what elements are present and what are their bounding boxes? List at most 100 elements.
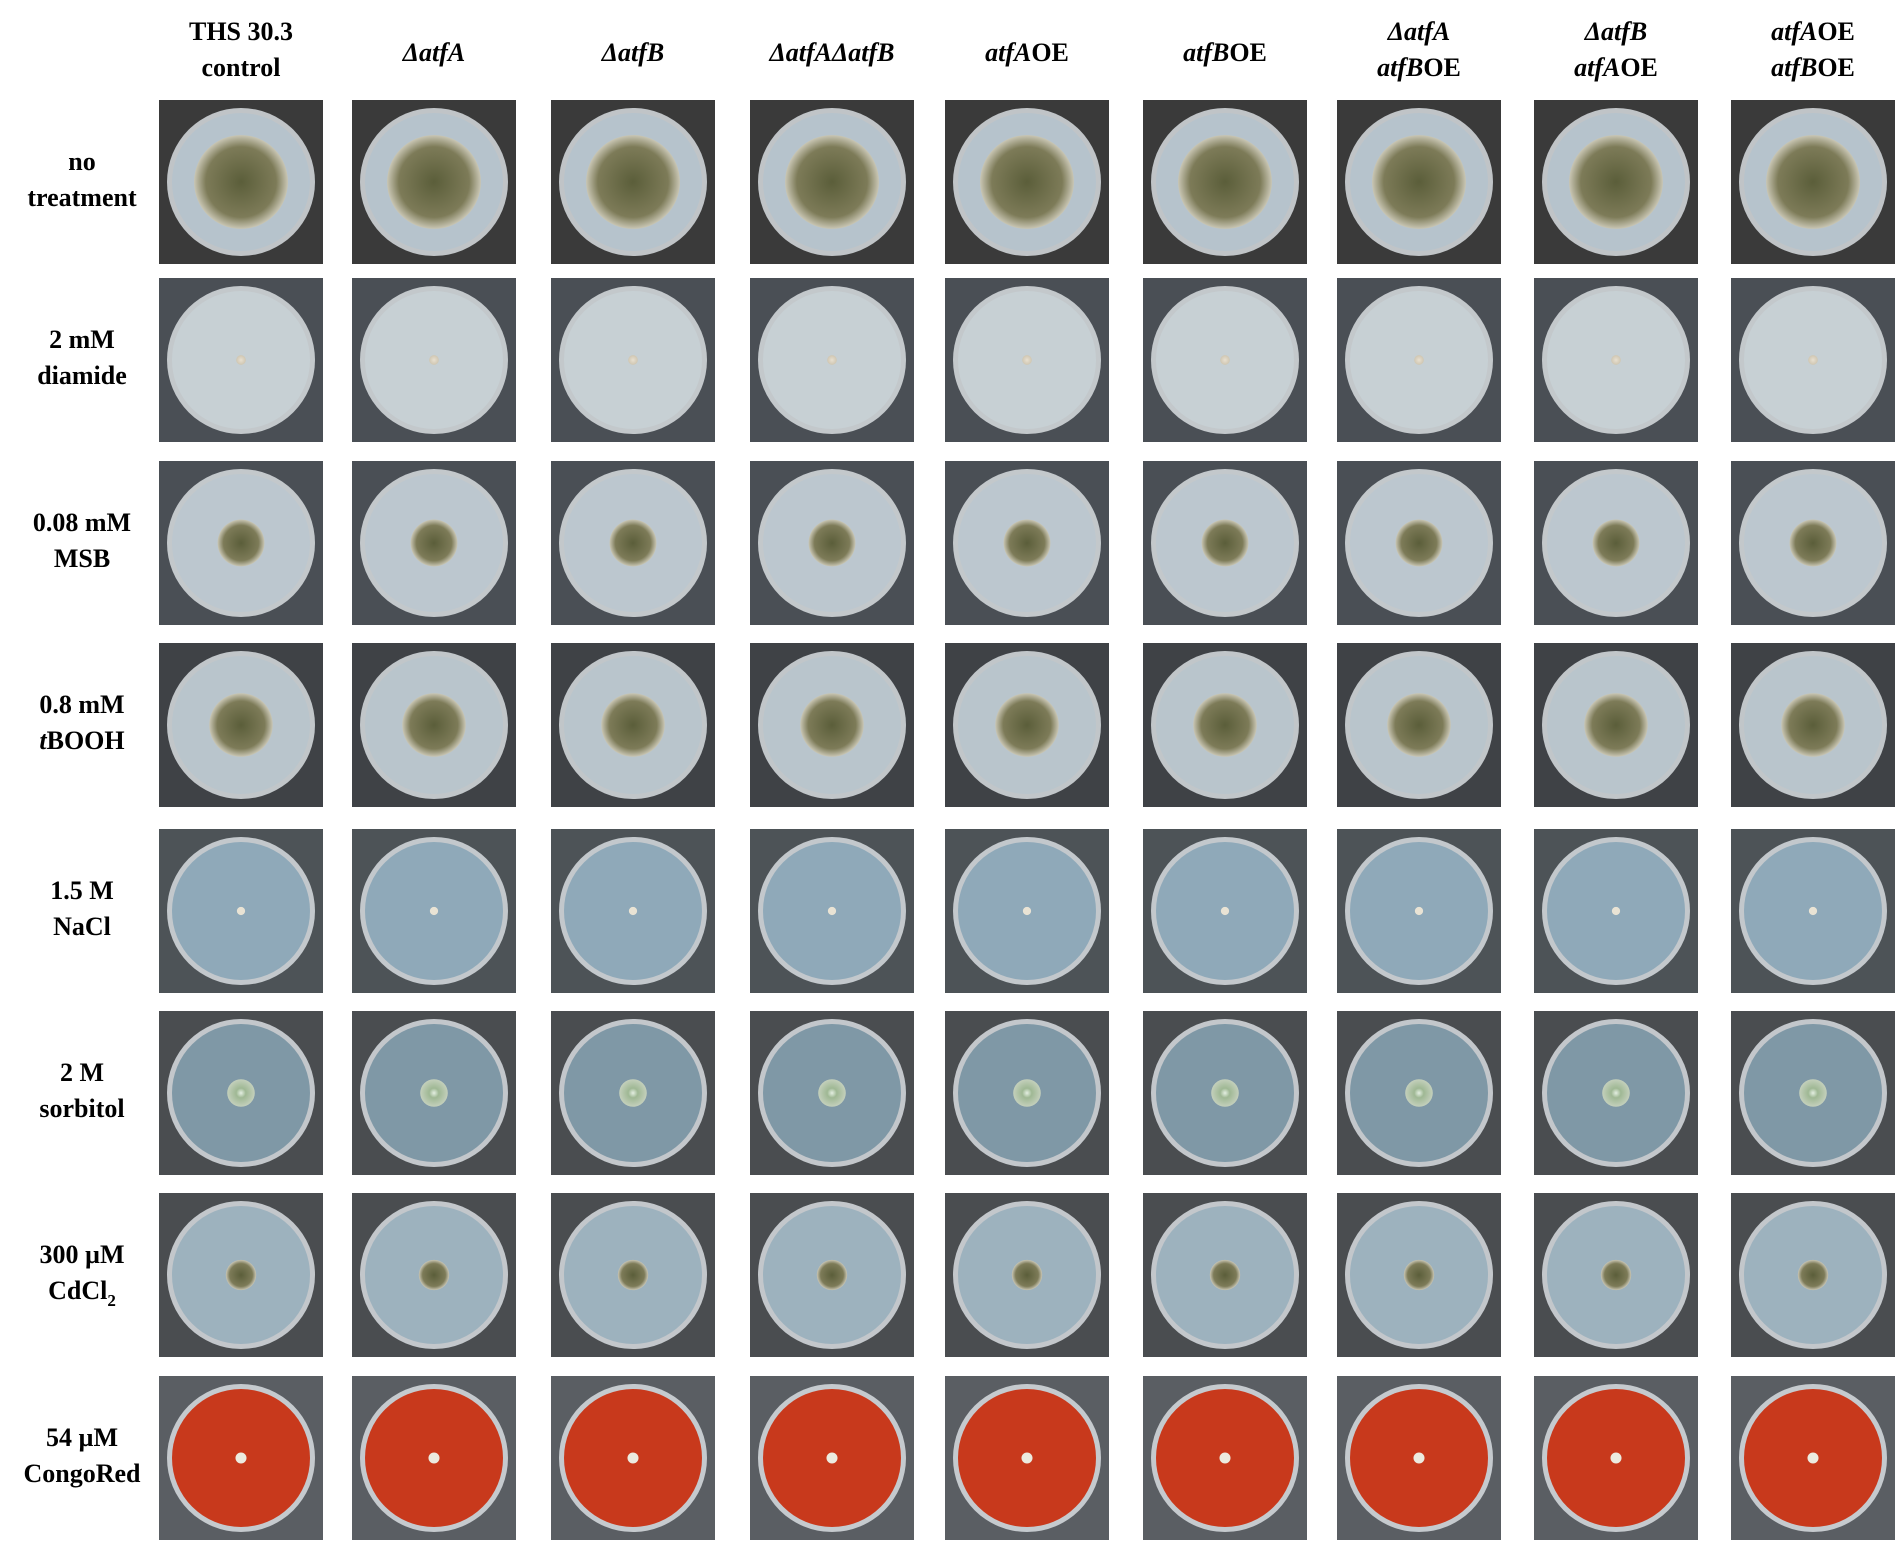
label-line: tBOOH bbox=[39, 726, 124, 755]
plate bbox=[750, 1011, 914, 1175]
plate bbox=[352, 1193, 516, 1357]
plate bbox=[1534, 100, 1698, 264]
plate bbox=[945, 461, 1109, 625]
colony bbox=[818, 1079, 846, 1107]
text-segment: ΔatfA bbox=[1387, 17, 1451, 46]
label-line: control bbox=[202, 53, 281, 82]
colony bbox=[1610, 1452, 1622, 1464]
text-segment: 0.08 mM bbox=[33, 508, 131, 537]
colony bbox=[194, 135, 288, 229]
colony bbox=[209, 693, 273, 757]
colony bbox=[1395, 519, 1443, 567]
colony bbox=[1211, 1079, 1239, 1107]
plate bbox=[352, 829, 516, 993]
plate bbox=[352, 278, 516, 442]
plate bbox=[1143, 461, 1307, 625]
plate bbox=[551, 1011, 715, 1175]
colony bbox=[601, 693, 665, 757]
colony bbox=[1209, 1259, 1241, 1291]
plate bbox=[750, 461, 914, 625]
label-line: atfBOE bbox=[1183, 38, 1267, 67]
plate bbox=[159, 643, 323, 807]
text-segment: ΔatfB bbox=[1584, 17, 1648, 46]
plate bbox=[352, 461, 516, 625]
plate bbox=[1534, 1011, 1698, 1175]
colony bbox=[808, 519, 856, 567]
text-segment: BOOH bbox=[47, 726, 125, 755]
plate bbox=[945, 643, 1109, 807]
plate bbox=[551, 278, 715, 442]
colony bbox=[1781, 693, 1845, 757]
plate bbox=[1534, 278, 1698, 442]
colony bbox=[227, 1079, 255, 1107]
text-segment: atfA bbox=[1771, 17, 1817, 46]
colony bbox=[628, 355, 638, 365]
colony bbox=[1011, 1259, 1043, 1291]
label-line: 2 M bbox=[60, 1058, 104, 1087]
text-segment: THS 30.3 bbox=[189, 17, 293, 46]
label-line: 54 µM bbox=[46, 1423, 118, 1452]
colony bbox=[1611, 355, 1621, 365]
text-segment: CongoRed bbox=[23, 1459, 141, 1488]
text-segment: OE bbox=[1620, 53, 1658, 82]
colony bbox=[1592, 519, 1640, 567]
text-segment: diamide bbox=[37, 361, 127, 390]
label-line: 0.08 mM bbox=[33, 508, 131, 537]
plate bbox=[1143, 100, 1307, 264]
colony bbox=[1220, 355, 1230, 365]
colony bbox=[1193, 693, 1257, 757]
plate bbox=[1143, 643, 1307, 807]
plate bbox=[750, 643, 914, 807]
plate bbox=[352, 1011, 516, 1175]
plate bbox=[945, 100, 1109, 264]
colony bbox=[1013, 1079, 1041, 1107]
label-line: 300 µM bbox=[39, 1240, 124, 1269]
plate bbox=[551, 829, 715, 993]
text-segment: MSB bbox=[54, 544, 110, 573]
plate bbox=[1731, 643, 1895, 807]
text-segment: atfB bbox=[1771, 53, 1817, 82]
label-line: atfBOE bbox=[1771, 53, 1855, 82]
colony bbox=[627, 1452, 639, 1464]
colony bbox=[1766, 135, 1860, 229]
label-line: treatment bbox=[27, 183, 137, 212]
colony bbox=[1403, 1259, 1435, 1291]
label-line: no bbox=[68, 147, 95, 176]
text-segment: no bbox=[68, 147, 95, 176]
plate bbox=[945, 1193, 1109, 1357]
plate bbox=[551, 100, 715, 264]
colony bbox=[1807, 1452, 1819, 1464]
colony bbox=[1220, 906, 1230, 916]
colony bbox=[420, 1079, 448, 1107]
text-segment: control bbox=[202, 53, 281, 82]
label-line: atfAOE bbox=[1771, 17, 1855, 46]
colony bbox=[429, 355, 439, 365]
colony bbox=[387, 135, 481, 229]
plate bbox=[1731, 100, 1895, 264]
colony bbox=[217, 519, 265, 567]
colony bbox=[1569, 135, 1663, 229]
text-segment: OE bbox=[1229, 38, 1267, 67]
colony bbox=[1219, 1452, 1231, 1464]
colony bbox=[586, 135, 680, 229]
colony bbox=[800, 693, 864, 757]
plate bbox=[1337, 278, 1501, 442]
colony bbox=[619, 1079, 647, 1107]
text-segment: CdCl bbox=[48, 1276, 107, 1305]
colony bbox=[1413, 1452, 1425, 1464]
plate bbox=[1143, 1376, 1307, 1540]
label-line: 2 mM bbox=[49, 325, 115, 354]
text-segment: 2 bbox=[107, 1291, 116, 1310]
colony bbox=[980, 135, 1074, 229]
text-segment: atfA bbox=[985, 38, 1031, 67]
label-line: MSB bbox=[54, 544, 110, 573]
colony bbox=[1808, 906, 1818, 916]
colony bbox=[609, 519, 657, 567]
plate bbox=[750, 1376, 914, 1540]
colony bbox=[1600, 1259, 1632, 1291]
text-segment: 1.5 M bbox=[50, 876, 114, 905]
label-line: atfBOE bbox=[1377, 53, 1461, 82]
plate bbox=[551, 1376, 715, 1540]
colony bbox=[236, 906, 246, 916]
